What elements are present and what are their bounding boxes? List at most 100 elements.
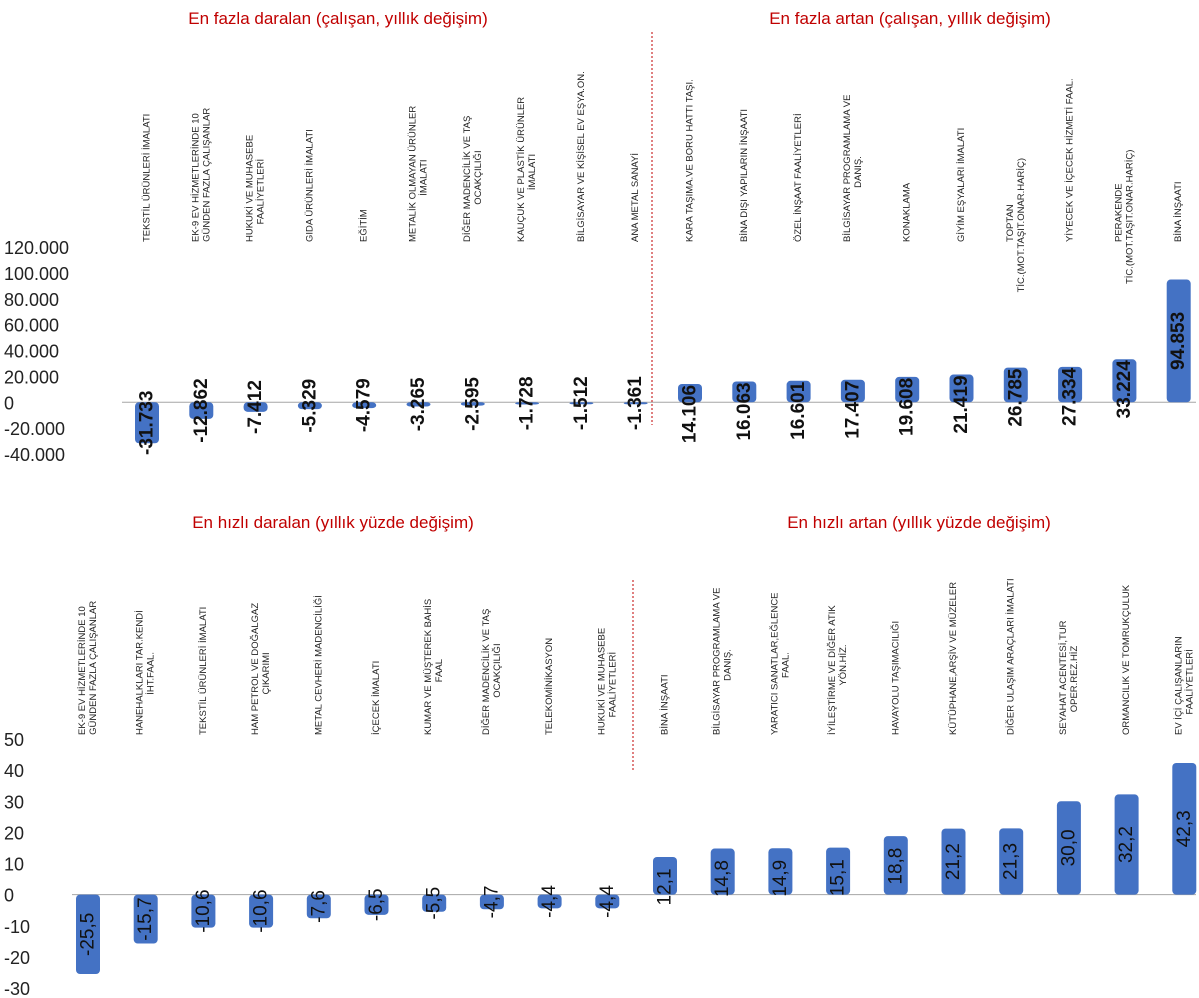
chart1-category-label: ANA METAL SANAYİ bbox=[630, 153, 641, 242]
chart2-bar bbox=[537, 894, 562, 909]
chart1-category-label: TOPTAN bbox=[1005, 204, 1016, 242]
chart2-category-label: İÇECEK İMALATI bbox=[371, 661, 382, 735]
chart1-category-label: BİNA DIŞI YAPILARIN İNŞAATI bbox=[739, 109, 750, 242]
chart1-y-tick-label: 20.000 bbox=[4, 367, 59, 387]
chart1-value-label: -5.329 bbox=[299, 379, 320, 433]
chart1-y-tick-label: 60.000 bbox=[4, 316, 59, 336]
chart2-value-label: -4,7 bbox=[481, 886, 502, 919]
chart1-bar bbox=[243, 402, 268, 412]
chart2-value-label: 32,2 bbox=[1116, 826, 1137, 863]
chart2-value-label: -10,6 bbox=[251, 889, 272, 932]
chart1-category-label: EĞİTİM bbox=[359, 209, 370, 242]
chart1-bar bbox=[406, 402, 431, 407]
chart1-bar bbox=[352, 402, 377, 409]
chart1-y-tick-label: 40.000 bbox=[4, 342, 59, 362]
chart2-y-tick-label: -20 bbox=[4, 948, 30, 968]
chart1-category-label: DİĞER MADENCİLİK VE TAŞ bbox=[462, 116, 473, 242]
chart1-category-label: İMALATI bbox=[527, 154, 538, 190]
chart2-value-label: -4,4 bbox=[597, 885, 618, 918]
chart1-bar bbox=[732, 381, 757, 403]
chart2-category-label: KUMAR VE MÜŞTEREK BAHİS bbox=[423, 599, 434, 735]
chart2-y-tick-label: 40 bbox=[4, 761, 24, 781]
chart2-bar bbox=[653, 856, 677, 895]
chart2-value-label: -10,6 bbox=[193, 889, 214, 932]
chart1-value-label: 16.063 bbox=[734, 382, 755, 440]
chart2-category-label: DİĞER ULAŞIM ARAÇLARI İMALATI bbox=[1006, 578, 1017, 735]
chart1-bar bbox=[1166, 279, 1191, 403]
chart1-value-label: -1.512 bbox=[571, 376, 592, 430]
chart2-category-label: DANIŞ. bbox=[723, 649, 734, 681]
chart2-category-label: OPER.REZ.HİZ bbox=[1069, 646, 1080, 713]
chart1-value-label: -2.595 bbox=[462, 377, 483, 431]
chart1-category-label: OCAKÇILIĞI bbox=[473, 150, 484, 204]
chart2-value-label: 21,2 bbox=[943, 843, 964, 880]
chart1-category-label: KAUÇUK VE PLASTİK ÜRÜNLER bbox=[516, 97, 527, 242]
chart1-bar bbox=[569, 402, 594, 405]
chart2-category-label: YARATICI SANATLAR,EĞLENCE bbox=[769, 592, 780, 735]
chart2-bar bbox=[76, 894, 100, 974]
chart2-bar bbox=[768, 848, 793, 895]
chart1-bar bbox=[678, 384, 702, 403]
chart1-category-label: TİC.(MOT.TAŞIT.ONAR.HARİÇ) bbox=[1124, 150, 1135, 284]
chart1-category-label: EK-9 EV HİZMETLERİNDE 10 bbox=[190, 113, 201, 242]
chart2-bar bbox=[364, 894, 389, 915]
chart2-category-label: OCAKÇILIĞI bbox=[492, 643, 503, 697]
chart2-value-label: 14,8 bbox=[712, 860, 733, 897]
chart1-category-label: PERAKENDE bbox=[1113, 183, 1124, 242]
chart2-category-label: GÜNDEN FAZLA ÇALIŞANLAR bbox=[88, 601, 99, 735]
chart2-category-label: DİĞER MADENCİLİK VE TAŞ bbox=[481, 609, 492, 735]
chart1-category-label: TEKSTİL ÜRÜNLERİ İMALATI bbox=[142, 114, 153, 242]
chart2-value-label: 14,9 bbox=[770, 860, 791, 897]
chart2-bar bbox=[826, 847, 851, 895]
chart1-value-label: 17.407 bbox=[842, 381, 863, 439]
chart2-left-title: En hızlı daralan (yıllık yüzde değişim) bbox=[192, 513, 474, 532]
chart2-category-label: FAALİYETLERİ bbox=[607, 652, 618, 717]
chart1-value-label: -3.265 bbox=[408, 377, 429, 431]
chart2-category-label: HUKUKİ VE MUHASEBE bbox=[596, 628, 607, 735]
chart1-bar bbox=[189, 402, 214, 419]
chart2-value-label: 12,1 bbox=[655, 868, 676, 905]
percent-change-chart: En hızlı daralan (yıllık yüzde değişim) … bbox=[4, 513, 1197, 998]
chart2-category-label: FAALİYETLERİ bbox=[1184, 649, 1195, 714]
chart1-y-tick-label: -20.000 bbox=[4, 419, 65, 439]
chart2-category-label: FAAL. bbox=[780, 652, 791, 678]
chart1-bar bbox=[949, 374, 974, 403]
chart1-bar bbox=[460, 402, 485, 406]
chart2-bar bbox=[883, 836, 908, 895]
chart1-value-label: -1.728 bbox=[517, 376, 538, 430]
chart2-category-label: SEYAHAT ACENTESİ,TUR bbox=[1058, 620, 1069, 735]
chart2-value-label: 18,8 bbox=[885, 848, 906, 885]
chart2-category-label: BİLGİSAYAR PROGRAMLAMA VE bbox=[712, 588, 723, 735]
chart2-category-label: METAL CEVHERİ MADENCİLİĞİ bbox=[313, 595, 324, 735]
chart1-category-label: BİLGİSAYAR PROGRAMLAMA VE bbox=[842, 95, 853, 242]
chart2-bar bbox=[1114, 794, 1139, 895]
chart2-value-label: 42,3 bbox=[1174, 810, 1195, 847]
chart2-value-label: -15,7 bbox=[135, 897, 156, 940]
chart1-value-label: 14.106 bbox=[680, 385, 701, 443]
chart2-value-label: -5,5 bbox=[424, 887, 445, 920]
chart2-value-label: 21,3 bbox=[1001, 843, 1022, 880]
chart2-y-tick-label: 10 bbox=[4, 855, 24, 875]
chart1-value-label: -7.412 bbox=[245, 380, 266, 434]
chart2-bar bbox=[595, 894, 620, 909]
chart1-category-label: İMALATI bbox=[419, 159, 430, 195]
chart1-value-label: 94.853 bbox=[1168, 312, 1189, 370]
chart2-bar bbox=[249, 894, 274, 928]
chart1-category-label: BİLGİSAYAR VE KİŞİSEL EV EŞYA.ON. bbox=[576, 71, 587, 242]
chart2-right-title: En hızlı artan (yıllık yüzde değişim) bbox=[787, 513, 1051, 532]
chart1-category-label: METALİK OLMAYAN ÜRÜNLER bbox=[408, 106, 419, 242]
chart2-value-label: 30,0 bbox=[1058, 829, 1079, 866]
chart1-category-label: KONAKLAMA bbox=[902, 182, 913, 242]
chart1-y-tick-label: 120.000 bbox=[4, 238, 69, 258]
chart2-value-label: -4,4 bbox=[539, 885, 560, 918]
chart1-category-label: GIDA ÜRÜNLERİ İMALATI bbox=[304, 129, 315, 242]
chart1-value-label: 21.419 bbox=[951, 375, 972, 433]
chart1-bar bbox=[1112, 359, 1137, 403]
chart1-value-label: -12.862 bbox=[191, 378, 212, 442]
chart2-bar bbox=[133, 894, 158, 944]
chart2-bar bbox=[479, 894, 504, 910]
chart2-bar bbox=[999, 828, 1024, 895]
chart2-bar bbox=[1172, 762, 1197, 895]
chart1-category-label: YİYECEK VE İÇECEK HİZMETİ FAAL. bbox=[1065, 78, 1076, 242]
chart1-bar bbox=[297, 402, 322, 410]
